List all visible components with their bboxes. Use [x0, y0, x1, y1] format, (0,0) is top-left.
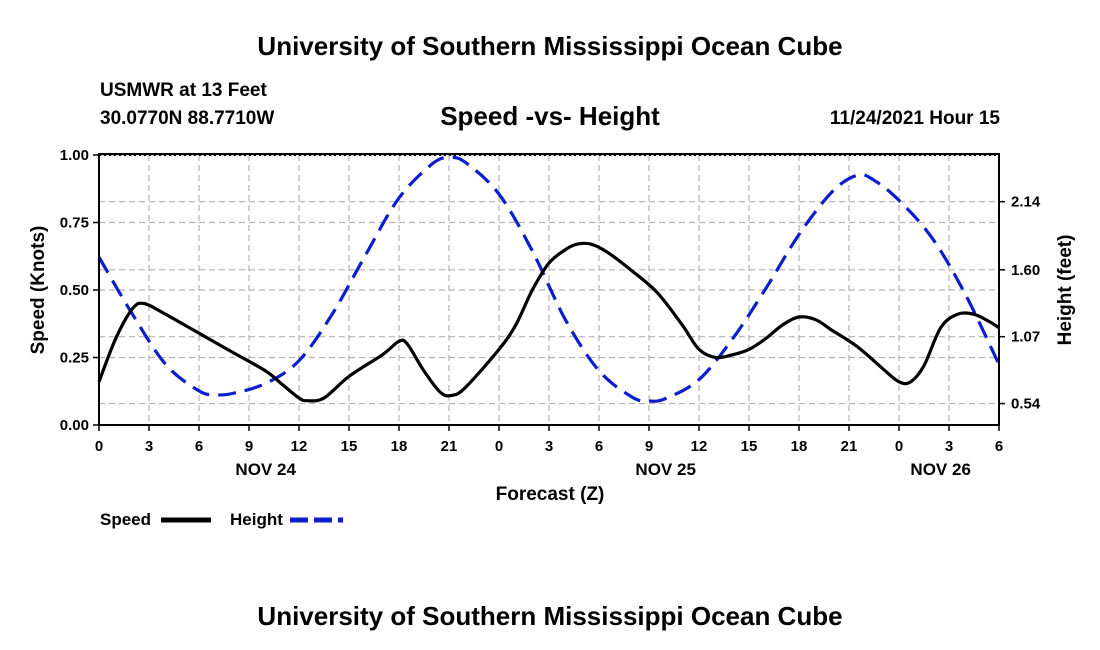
date-axis-label: NOV 25: [635, 460, 695, 479]
station-label: USMWR at 13 Feet: [100, 80, 267, 101]
x-tick-label: 3: [545, 438, 553, 455]
x-tick-label: 18: [791, 438, 808, 455]
x-tick-label: 3: [945, 438, 953, 455]
date-label: 11/24/2021 Hour 15: [830, 108, 1000, 129]
legend-label-speed: Speed: [100, 510, 151, 529]
x-tick-label: 9: [245, 438, 253, 455]
footer-title: University of Southern Mississippi Ocean…: [257, 601, 842, 631]
x-tick-label: 6: [595, 438, 603, 455]
y-tick-label-left: 0.00: [60, 417, 89, 434]
series-speed-line: [97, 241, 1000, 403]
coords-label: 30.0770N 88.7710W: [100, 108, 274, 129]
y-tick-label-right: 1.07: [1011, 329, 1040, 346]
gridlines: [99, 154, 999, 426]
x-tick-label: 6: [995, 438, 1003, 455]
y-tick-label-left: 1.00: [60, 147, 89, 164]
axes: 0 3 6 9 12 15 18 21 0 3 6 9 12 15 18 21 0 3 6 0.00 0.25 0.50 0…: [60, 147, 1041, 479]
date-axis-label: NOV 24: [235, 460, 296, 479]
x-tick-label: 0: [495, 438, 503, 455]
y-tick-label-left: 0.25: [60, 350, 89, 367]
x-tick-label: 9: [645, 438, 653, 455]
y-axis-label-right: Height (feet): [1055, 235, 1076, 346]
x-tick-label: 12: [291, 438, 308, 455]
series-height-line: [97, 155, 1001, 403]
x-tick-label: 18: [391, 438, 408, 455]
x-tick-label: 21: [841, 438, 858, 455]
x-tick-label: 3: [145, 438, 153, 455]
legend-label-height: Height: [230, 510, 283, 529]
date-axis-label: NOV 26: [910, 460, 970, 479]
legend: Speed Height: [100, 510, 343, 529]
x-tick-label: 21: [441, 438, 458, 455]
x-tick-label: 15: [741, 438, 758, 455]
y-tick-label-left: 0.50: [60, 282, 89, 299]
y-tick-label-left: 0.75: [60, 215, 89, 232]
series-lines: [97, 155, 1001, 403]
x-tick-label: 12: [691, 438, 708, 455]
x-axis-label: Forecast (Z): [496, 484, 605, 505]
chart-title: Speed -vs- Height: [440, 101, 660, 131]
x-tick-label: 0: [895, 438, 903, 455]
x-tick-label: 6: [195, 438, 203, 455]
x-tick-label: 15: [341, 438, 358, 455]
main-title: University of Southern Mississippi Ocean…: [257, 31, 842, 61]
x-tick-label: 0: [95, 438, 103, 455]
y-axis-label-left: Speed (Knots): [28, 226, 49, 355]
y-tick-label-right: 0.54: [1011, 396, 1041, 413]
y-tick-label-right: 1.60: [1011, 262, 1040, 279]
y-tick-label-right: 2.14: [1011, 194, 1041, 211]
